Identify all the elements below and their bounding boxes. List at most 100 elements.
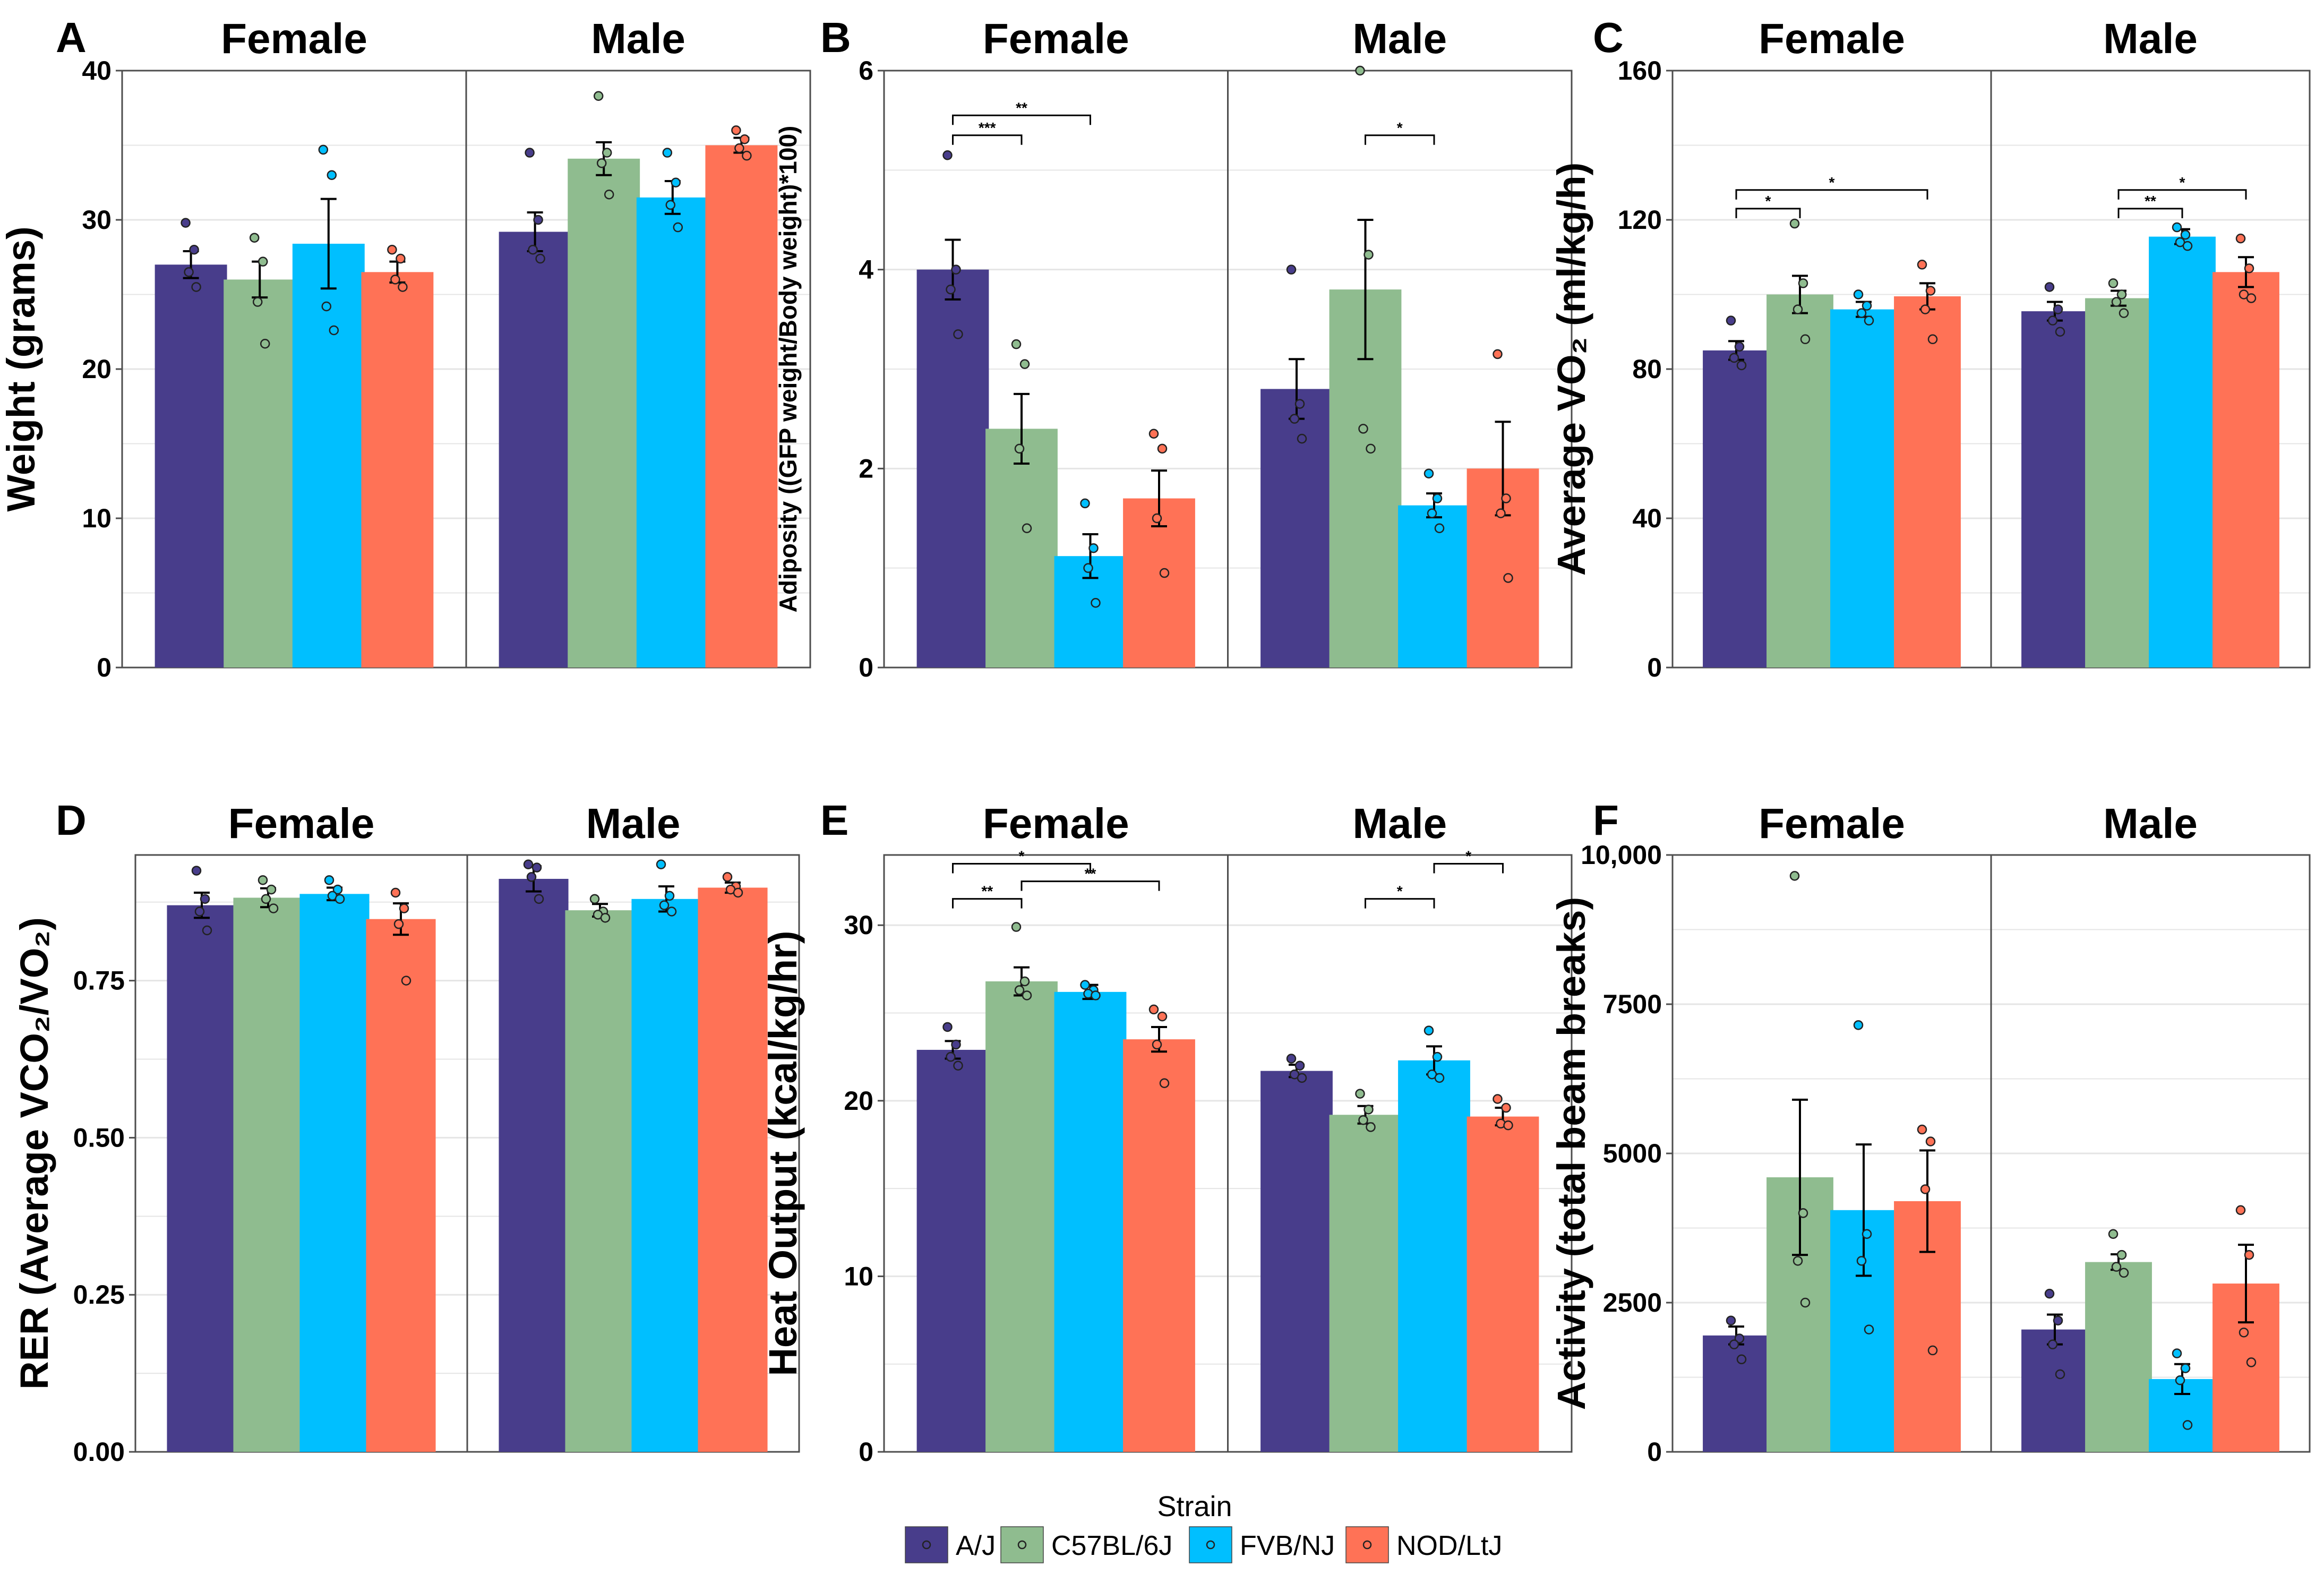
data-point <box>1157 1011 1168 1022</box>
legend-label-3: NOD/LtJ <box>1396 1530 1502 1561</box>
data-point <box>1493 349 1503 360</box>
panel-letter: F <box>1593 797 1619 844</box>
y-tick-label: 4 <box>859 255 873 285</box>
y-tick-label: 20 <box>844 1086 873 1116</box>
bar-d-male-1 <box>565 910 635 1452</box>
data-point <box>528 244 538 255</box>
significance-bracket <box>952 134 1023 145</box>
data-point <box>194 906 205 917</box>
data-point <box>390 887 401 898</box>
data-point <box>2119 308 2129 318</box>
data-point <box>2116 289 2127 300</box>
y-tick-label: 160 <box>1618 56 1662 85</box>
bar-a-female-0 <box>155 264 227 668</box>
data-point <box>673 222 683 233</box>
data-point <box>1014 443 1025 454</box>
bar-a-male-2 <box>636 197 709 668</box>
data-point <box>1366 443 1376 454</box>
bar-e-female-1 <box>985 981 1058 1452</box>
data-point <box>531 862 542 872</box>
data-point <box>191 282 201 292</box>
y-tick-label: 0.50 <box>73 1123 125 1152</box>
panel-letter: E <box>820 797 848 844</box>
data-point <box>258 875 268 885</box>
data-point <box>399 903 409 913</box>
data-point <box>946 284 956 295</box>
bar-d-male-3 <box>698 887 768 1452</box>
bar-a-female-1 <box>224 279 296 668</box>
data-point <box>1289 414 1300 424</box>
data-point <box>2246 293 2257 303</box>
bar-f-female-0 <box>1703 1335 1770 1452</box>
significance-label: *** <box>979 119 996 136</box>
y-tick-label: 0 <box>859 1437 873 1467</box>
data-point <box>1434 1073 1445 1083</box>
data-point <box>268 903 279 913</box>
data-point <box>1363 250 1374 260</box>
data-point <box>329 325 339 336</box>
data-point <box>1286 264 1297 275</box>
data-point <box>1022 523 1032 533</box>
y-tick-label: 10,000 <box>1581 840 1662 870</box>
bar-b-male-0 <box>1260 389 1333 668</box>
y-tick-label: 2 <box>859 454 873 483</box>
significance-bracket <box>1433 863 1504 874</box>
data-point <box>1793 1256 1803 1266</box>
y-tick-label: 10 <box>844 1261 873 1291</box>
data-point <box>327 170 337 180</box>
data-point <box>662 148 673 158</box>
bar-b-female-1 <box>985 429 1058 668</box>
data-point <box>1423 1025 1434 1036</box>
panel-letter: B <box>820 14 851 61</box>
data-point <box>2108 278 2119 288</box>
data-point <box>1011 922 1022 932</box>
data-point <box>1493 1094 1503 1104</box>
significance-label: * <box>1765 193 1771 209</box>
data-point <box>189 244 199 255</box>
data-point <box>1088 543 1099 553</box>
facet-title-male: Male <box>586 800 681 847</box>
y-tick-label: 80 <box>1632 354 1662 384</box>
bar-a-female-3 <box>361 272 434 668</box>
data-point <box>1862 1229 1872 1239</box>
data-point <box>1853 289 1864 300</box>
significance-bracket <box>1365 898 1435 909</box>
data-point <box>181 218 191 228</box>
data-point <box>1363 1105 1374 1115</box>
significance-bracket <box>952 863 1091 874</box>
data-point <box>335 894 345 904</box>
data-point <box>1091 597 1101 608</box>
y-tick-label: 0 <box>1647 1437 1662 1467</box>
data-point <box>596 158 607 168</box>
data-point <box>593 91 604 101</box>
data-point <box>942 150 953 160</box>
data-point <box>266 884 277 895</box>
data-point <box>1294 1060 1305 1071</box>
data-point <box>1080 498 1090 509</box>
data-point <box>1927 334 1938 345</box>
data-point <box>1011 339 1022 349</box>
data-point <box>664 891 675 901</box>
panel-letter: D <box>56 797 87 844</box>
data-point <box>1152 1039 1162 1050</box>
data-point <box>1856 1256 1867 1266</box>
data-point <box>1297 1073 1307 1083</box>
y-axis-label: Average VO₂ (ml/kg/h) <box>1549 162 1593 576</box>
data-point <box>332 884 343 895</box>
data-point <box>1864 315 1874 326</box>
data-point <box>722 872 733 882</box>
y-tick-label: 7500 <box>1603 989 1662 1019</box>
data-point <box>1734 341 1745 352</box>
bar-b-male-2 <box>1398 505 1470 668</box>
bar-b-female-0 <box>916 269 989 668</box>
data-point <box>1501 493 1511 503</box>
data-point <box>1920 304 1931 314</box>
data-point <box>1729 1339 1739 1349</box>
data-point <box>2053 1315 2063 1325</box>
data-point <box>2235 1205 2246 1216</box>
facet-title-male: Male <box>591 15 685 62</box>
data-point <box>526 872 537 882</box>
data-point <box>191 866 202 876</box>
